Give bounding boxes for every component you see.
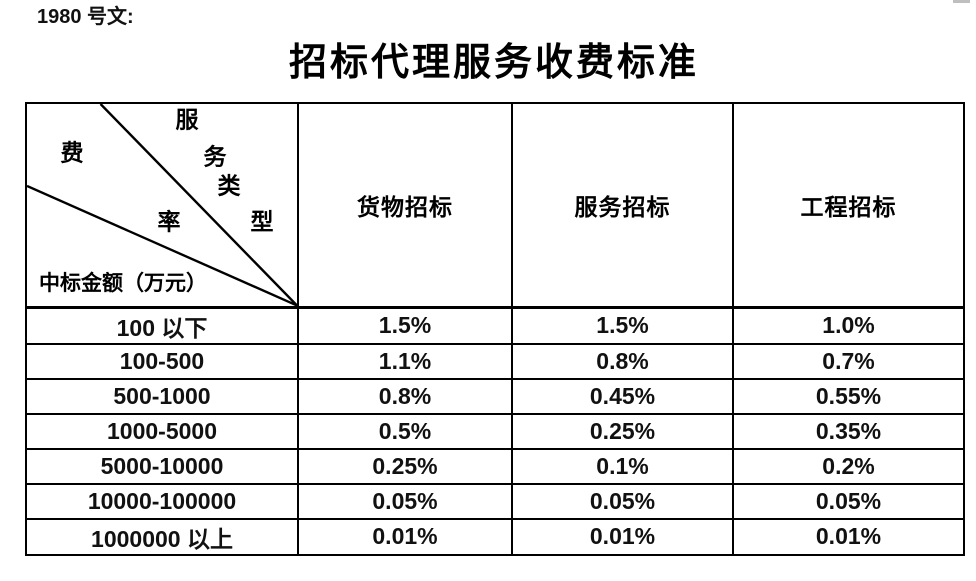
amount-cell: 100-500	[25, 342, 299, 380]
rate-cell: 0.8%	[511, 342, 734, 380]
amount-cell: 1000-5000	[25, 412, 299, 450]
rate-cell: 0.25%	[297, 447, 513, 485]
corner-header-cell: 服 务 类 型 费 率 中标金额（万元）	[25, 102, 299, 309]
rate-cell: 0.25%	[511, 412, 734, 450]
rate-cell: 1.5%	[511, 306, 734, 345]
table-row: 1000-5000 0.5% 0.25% 0.35%	[25, 412, 965, 450]
doc-ref-label: 1980 号文:	[37, 6, 134, 28]
corner-rate-char: 率	[157, 209, 181, 235]
table-row: 100 以下 1.5% 1.5% 1.0%	[25, 306, 965, 345]
corner-service-type-char: 型	[250, 209, 274, 235]
rate-cell: 1.5%	[297, 306, 513, 345]
col-header-engineering: 工程招标	[732, 102, 965, 309]
table-row: 10000-100000 0.05% 0.05% 0.05%	[25, 482, 965, 520]
rate-cell: 1.1%	[297, 342, 513, 380]
rate-cell: 0.05%	[511, 482, 734, 520]
table-row: 5000-10000 0.25% 0.1% 0.2%	[25, 447, 965, 485]
amount-cell: 10000-100000	[25, 482, 299, 520]
amount-cell: 100 以下	[25, 306, 299, 345]
table-row: 500-1000 0.8% 0.45% 0.55%	[25, 377, 965, 415]
amount-cell: 1000000 以上	[25, 517, 299, 556]
col-header-service: 服务招标	[511, 102, 734, 309]
amount-cell: 500-1000	[25, 377, 299, 415]
rate-cell: 0.1%	[511, 447, 734, 485]
corner-service-type-char: 类	[217, 173, 241, 199]
table-row: 1000000 以上 0.01% 0.01% 0.01%	[25, 517, 965, 556]
col-header-goods: 货物招标	[297, 102, 513, 309]
diagonal-divider-lines	[28, 105, 296, 304]
corner-service-type-char: 务	[203, 144, 227, 170]
rate-cell: 0.05%	[732, 482, 965, 520]
fee-table: 服 务 类 型 费 率 中标金额（万元） 货物招标 服务招标 工程招标 100 …	[25, 102, 965, 556]
rate-cell: 0.35%	[732, 412, 965, 450]
rate-cell: 0.8%	[297, 377, 513, 415]
rate-cell: 0.2%	[732, 447, 965, 485]
rate-cell: 0.7%	[732, 342, 965, 380]
rate-cell: 0.01%	[732, 517, 965, 556]
rate-cell: 0.05%	[297, 482, 513, 520]
header-row: 服 务 类 型 费 率 中标金额（万元） 货物招标 服务招标 工程招标	[25, 102, 965, 309]
rate-cell: 0.01%	[511, 517, 734, 556]
corner-service-type-char: 服	[175, 107, 199, 133]
rate-cell: 0.5%	[297, 412, 513, 450]
table-row: 100-500 1.1% 0.8% 0.7%	[25, 342, 965, 380]
rate-cell: 1.0%	[732, 306, 965, 345]
rate-cell: 0.45%	[511, 377, 734, 415]
rate-cell: 0.01%	[297, 517, 513, 556]
amount-cell: 5000-10000	[25, 447, 299, 485]
scan-artifact	[953, 0, 970, 3]
page-title: 招标代理服务收费标准	[288, 42, 699, 84]
corner-rate-char: 费	[60, 140, 84, 166]
rate-cell: 0.55%	[732, 377, 965, 415]
corner-amount-label: 中标金额（万元）	[39, 271, 207, 296]
